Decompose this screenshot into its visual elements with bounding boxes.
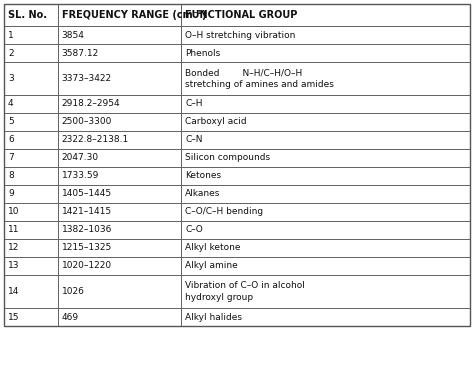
Text: C–O/C–H bending: C–O/C–H bending — [185, 208, 263, 216]
Text: Ketones: Ketones — [185, 171, 221, 180]
Bar — [57, 221, 181, 239]
Text: 7: 7 — [8, 153, 14, 163]
Text: 1026: 1026 — [62, 287, 84, 296]
Bar — [4, 113, 57, 131]
Bar — [57, 167, 181, 185]
Text: 2500–3300: 2500–3300 — [62, 117, 112, 127]
Text: Carboxyl acid: Carboxyl acid — [185, 117, 246, 127]
Text: 15: 15 — [8, 312, 19, 322]
Bar — [4, 149, 57, 167]
Bar — [181, 149, 470, 167]
Text: 1: 1 — [8, 31, 14, 39]
Bar — [57, 308, 181, 326]
Bar — [4, 308, 57, 326]
Bar — [4, 95, 57, 113]
Bar — [57, 257, 181, 275]
Bar — [181, 113, 470, 131]
Bar — [57, 149, 181, 167]
Bar — [57, 4, 181, 26]
Bar — [4, 221, 57, 239]
Bar — [4, 44, 57, 62]
Text: 2: 2 — [8, 49, 14, 57]
Bar — [57, 185, 181, 203]
Bar — [57, 113, 181, 131]
Text: 8: 8 — [8, 171, 14, 180]
Text: 469: 469 — [62, 312, 79, 322]
Text: 3587.12: 3587.12 — [62, 49, 99, 57]
Bar — [4, 4, 57, 26]
Text: Alkyl halides: Alkyl halides — [185, 312, 242, 322]
Text: 1733.59: 1733.59 — [62, 171, 99, 180]
Text: Silicon compounds: Silicon compounds — [185, 153, 270, 163]
Text: SL. No.: SL. No. — [8, 10, 47, 20]
Bar — [4, 275, 57, 308]
Bar — [181, 239, 470, 257]
Text: 2322.8–2138.1: 2322.8–2138.1 — [62, 135, 129, 145]
Text: FREQUENCY RANGE (cm⁻¹): FREQUENCY RANGE (cm⁻¹) — [62, 10, 206, 20]
Text: 2918.2–2954: 2918.2–2954 — [62, 99, 120, 109]
Bar — [181, 4, 470, 26]
Bar — [4, 239, 57, 257]
Bar — [57, 239, 181, 257]
Text: Phenols: Phenols — [185, 49, 220, 57]
Text: 14: 14 — [8, 287, 19, 296]
Text: 13: 13 — [8, 262, 19, 270]
Text: 2047.30: 2047.30 — [62, 153, 99, 163]
Bar — [4, 26, 57, 44]
Text: FUNCTIONAL GROUP: FUNCTIONAL GROUP — [185, 10, 298, 20]
Bar — [57, 131, 181, 149]
Text: 1421–1415: 1421–1415 — [62, 208, 112, 216]
Text: 1215–1325: 1215–1325 — [62, 244, 112, 252]
Bar — [4, 4, 470, 326]
Bar — [4, 203, 57, 221]
Text: C–O: C–O — [185, 226, 203, 234]
Text: 10: 10 — [8, 208, 19, 216]
Text: 1405–1445: 1405–1445 — [62, 190, 112, 198]
Text: Vibration of C–O in alcohol
hydroxyl group: Vibration of C–O in alcohol hydroxyl gro… — [185, 281, 305, 302]
Bar — [181, 62, 470, 95]
Text: Bonded        N–H/C–H/O–H
stretching of amines and amides: Bonded N–H/C–H/O–H stretching of amines … — [185, 68, 334, 89]
Bar — [181, 221, 470, 239]
Bar — [57, 26, 181, 44]
Bar — [57, 62, 181, 95]
Text: 3854: 3854 — [62, 31, 84, 39]
Bar — [181, 185, 470, 203]
Bar — [181, 203, 470, 221]
Bar — [181, 167, 470, 185]
Bar — [57, 95, 181, 113]
Bar — [181, 26, 470, 44]
Text: O–H stretching vibration: O–H stretching vibration — [185, 31, 295, 39]
Bar — [181, 95, 470, 113]
Bar — [4, 62, 57, 95]
Text: 1382–1036: 1382–1036 — [62, 226, 112, 234]
Text: 5: 5 — [8, 117, 14, 127]
Bar — [181, 275, 470, 308]
Bar — [57, 203, 181, 221]
Text: 6: 6 — [8, 135, 14, 145]
Bar — [181, 257, 470, 275]
Text: Alkyl amine: Alkyl amine — [185, 262, 238, 270]
Text: C–N: C–N — [185, 135, 202, 145]
Bar — [181, 44, 470, 62]
Text: 1020–1220: 1020–1220 — [62, 262, 112, 270]
Text: 9: 9 — [8, 190, 14, 198]
Bar — [57, 275, 181, 308]
Text: Alkyl ketone: Alkyl ketone — [185, 244, 241, 252]
Bar — [4, 257, 57, 275]
Text: 4: 4 — [8, 99, 14, 109]
Bar — [57, 44, 181, 62]
Bar — [181, 131, 470, 149]
Bar — [4, 167, 57, 185]
Text: C–H: C–H — [185, 99, 202, 109]
Text: Alkanes: Alkanes — [185, 190, 220, 198]
Text: 3: 3 — [8, 74, 14, 83]
Bar — [181, 308, 470, 326]
Bar — [4, 185, 57, 203]
Text: 12: 12 — [8, 244, 19, 252]
Text: 3373–3422: 3373–3422 — [62, 74, 112, 83]
Text: 11: 11 — [8, 226, 19, 234]
Bar — [4, 131, 57, 149]
